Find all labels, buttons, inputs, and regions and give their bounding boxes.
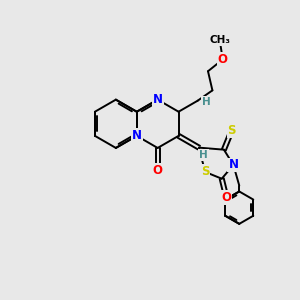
Text: S: S (201, 165, 209, 178)
Text: CH₃: CH₃ (209, 35, 230, 45)
Text: N: N (132, 129, 142, 142)
Text: N: N (228, 158, 239, 172)
Text: S: S (227, 124, 236, 137)
Text: H: H (199, 150, 208, 160)
Text: O: O (221, 191, 231, 204)
Text: N: N (153, 93, 163, 106)
Text: H: H (202, 97, 210, 107)
Text: O: O (153, 164, 163, 176)
Text: O: O (218, 53, 228, 66)
